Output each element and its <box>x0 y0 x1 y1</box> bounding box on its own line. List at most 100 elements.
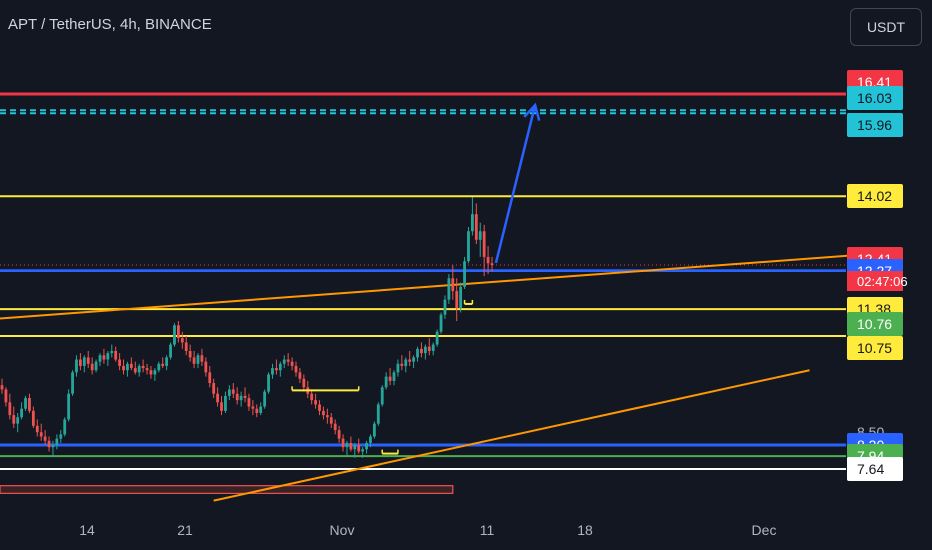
candle-body <box>263 391 267 407</box>
candle <box>333 419 337 435</box>
candle <box>137 363 141 377</box>
candle <box>349 436 353 452</box>
price-label-10-76: 10.76 <box>847 311 903 336</box>
candle-body <box>51 445 55 448</box>
candle-body <box>435 331 439 345</box>
candle-body <box>212 383 216 394</box>
candle-body <box>145 368 149 371</box>
candle-body <box>471 214 474 232</box>
bar-countdown: 02:47:06 <box>847 271 908 292</box>
candle <box>490 256 494 272</box>
candle <box>79 353 82 371</box>
candle-body <box>31 410 35 426</box>
candle <box>20 402 23 420</box>
currency-button[interactable]: USDT <box>850 8 922 46</box>
candle <box>353 442 357 458</box>
candle <box>12 406 16 428</box>
candle <box>302 374 306 392</box>
candle <box>247 393 251 411</box>
candle-body <box>474 214 478 240</box>
candle-body <box>423 346 427 354</box>
candle <box>235 387 239 405</box>
candle <box>106 350 110 366</box>
x-tick-label: Dec <box>751 522 777 538</box>
candle <box>341 434 345 452</box>
candle-body <box>282 359 286 364</box>
candle-body <box>455 291 459 309</box>
candle-body <box>380 387 384 405</box>
candle <box>118 353 121 371</box>
candle-body <box>71 372 74 394</box>
candle <box>396 359 400 377</box>
candle-body <box>59 434 63 439</box>
candle <box>8 393 12 420</box>
candle <box>102 348 106 364</box>
candle-body <box>98 355 102 362</box>
candle <box>365 440 368 454</box>
candle <box>224 391 227 413</box>
candle-body <box>392 372 396 381</box>
candle-body <box>153 370 157 375</box>
candle-body <box>463 261 466 287</box>
candle-body <box>126 363 129 371</box>
candle-body <box>420 348 423 354</box>
candle-body <box>216 393 219 403</box>
candle <box>216 387 219 407</box>
candle-body <box>294 365 298 373</box>
candle-body <box>412 357 415 362</box>
candle-body <box>173 325 176 345</box>
candle <box>0 378 4 394</box>
candle <box>376 402 380 426</box>
projection-arrow-shaft[interactable] <box>494 104 537 264</box>
candle-body <box>20 408 23 418</box>
candle-body <box>24 398 27 409</box>
candle <box>271 363 274 379</box>
range-marker-1 <box>291 386 360 392</box>
candle-body <box>224 395 227 411</box>
trendline-2[interactable] <box>213 369 810 502</box>
candle <box>318 400 321 416</box>
candle-body <box>129 363 133 369</box>
candle-body <box>459 286 463 309</box>
candle-body <box>278 363 282 371</box>
candle-body <box>333 423 337 431</box>
candle <box>404 357 408 373</box>
candle-body <box>35 425 39 433</box>
candle-body <box>157 363 161 371</box>
candle <box>471 197 474 236</box>
candle <box>400 355 404 371</box>
candle-body <box>79 359 82 366</box>
candle <box>114 346 118 362</box>
candle <box>447 274 451 304</box>
range-marker-2 <box>381 449 399 455</box>
candle-body <box>102 355 106 360</box>
price-label-7-64: 7.64 <box>847 457 903 481</box>
candle-body <box>165 357 169 366</box>
candle <box>231 383 235 399</box>
candle-body <box>388 376 392 381</box>
trendline-1[interactable] <box>0 253 861 320</box>
candle <box>43 430 47 446</box>
candle <box>149 365 153 379</box>
candle <box>431 342 435 356</box>
candle <box>35 419 39 437</box>
candle-body <box>94 361 98 371</box>
candle-body <box>373 423 376 437</box>
bottom-zone-layer <box>0 485 454 494</box>
chart-title: APT / TetherUS, 4h, BINANCE <box>8 16 212 33</box>
candle <box>322 406 325 420</box>
candle-body <box>443 299 447 315</box>
candle <box>94 359 98 373</box>
candle <box>251 400 255 416</box>
candle-body <box>122 365 125 371</box>
candle-body <box>220 402 223 411</box>
candle-body <box>141 365 145 369</box>
candle-body <box>322 410 325 416</box>
candle <box>455 278 459 322</box>
candle <box>298 368 302 384</box>
candle <box>16 412 20 433</box>
projection-arrow-head <box>523 102 541 121</box>
candle <box>329 412 333 428</box>
